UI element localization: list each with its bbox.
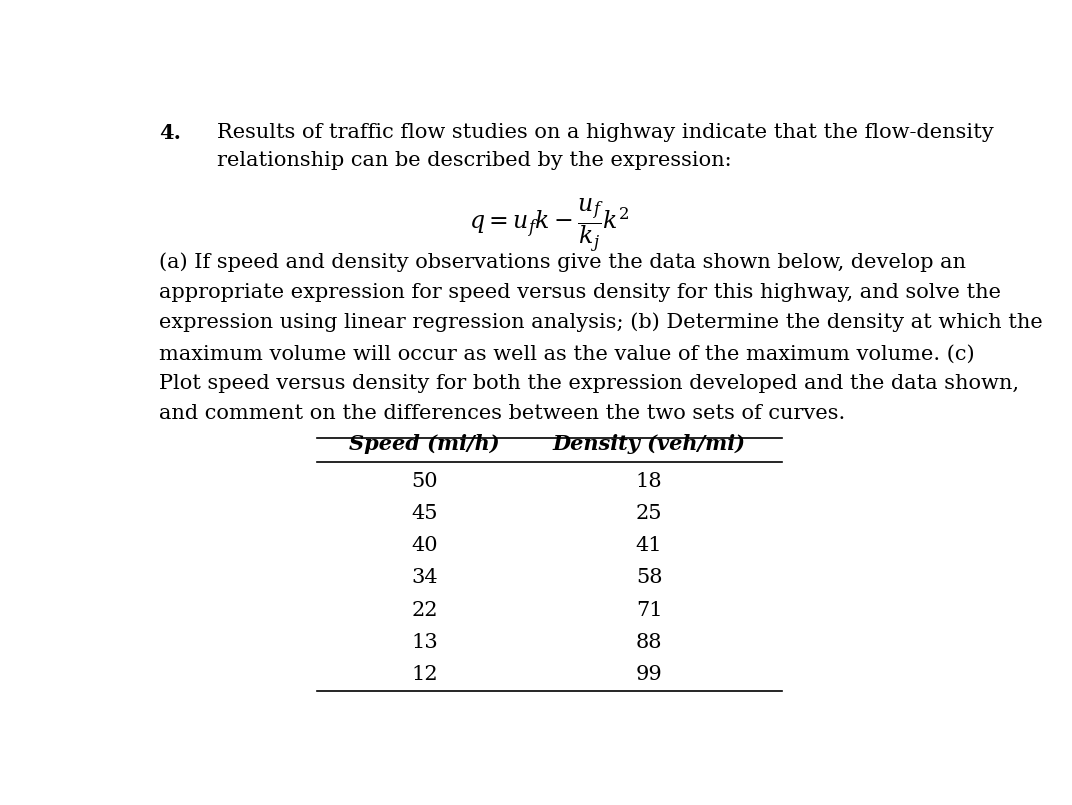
Text: 4.: 4.: [159, 123, 181, 143]
Text: 12: 12: [412, 665, 438, 684]
Text: Plot speed versus density for both the expression developed and the data shown,: Plot speed versus density for both the e…: [159, 374, 1018, 394]
Text: Density (veh/mi): Density (veh/mi): [552, 435, 746, 454]
Text: 13: 13: [412, 633, 438, 652]
Text: (a) If speed and density observations give the data shown below, develop an: (a) If speed and density observations gi…: [159, 253, 966, 272]
Text: 40: 40: [412, 536, 438, 555]
Text: 99: 99: [636, 665, 662, 684]
Text: 71: 71: [636, 601, 662, 620]
Text: 50: 50: [412, 472, 438, 490]
Text: 18: 18: [636, 472, 662, 490]
Text: 45: 45: [412, 504, 438, 522]
Text: 25: 25: [636, 504, 662, 522]
Text: maximum volume will occur as well as the value of the maximum volume. (c): maximum volume will occur as well as the…: [159, 345, 974, 364]
Text: appropriate expression for speed versus density for this highway, and solve the: appropriate expression for speed versus …: [159, 283, 1001, 302]
Text: 88: 88: [636, 633, 662, 652]
Text: $q = u_f k - \dfrac{u_f}{k_j}k^2$: $q = u_f k - \dfrac{u_f}{k_j}k^2$: [468, 197, 630, 255]
Text: expression using linear regression analysis; (b) Determine the density at which : expression using linear regression analy…: [159, 312, 1043, 332]
Text: relationship can be described by the expression:: relationship can be described by the exp…: [217, 151, 732, 170]
Text: 41: 41: [636, 536, 662, 555]
Text: Speed (mi/h): Speed (mi/h): [349, 435, 501, 454]
Text: and comment on the differences between the two sets of curves.: and comment on the differences between t…: [159, 404, 845, 423]
Text: 22: 22: [412, 601, 438, 620]
Text: 58: 58: [636, 568, 662, 588]
Text: 34: 34: [412, 568, 438, 588]
Text: Results of traffic flow studies on a highway indicate that the flow-density: Results of traffic flow studies on a hig…: [217, 123, 994, 142]
